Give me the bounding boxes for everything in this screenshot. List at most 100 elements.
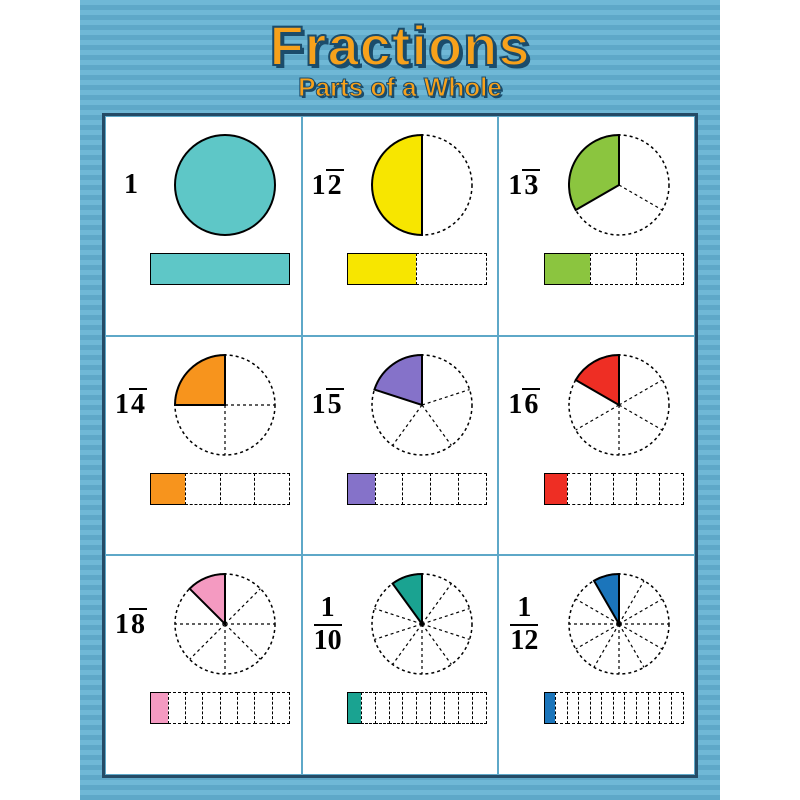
fraction-bar — [544, 253, 684, 285]
cell-top-row: 12 — [311, 125, 490, 245]
bar-segment — [254, 692, 273, 724]
bar-segment — [659, 473, 684, 505]
bar-segment — [402, 473, 431, 505]
bar-segment — [237, 692, 256, 724]
bar-segment — [567, 473, 592, 505]
fraction-denominator: 8 — [129, 608, 147, 641]
bar-wrap — [507, 471, 686, 507]
bar-segment — [636, 253, 684, 285]
bar-wrap — [114, 471, 293, 507]
fraction-bar — [544, 692, 684, 724]
pie-chart — [564, 350, 674, 460]
bar-segment — [416, 253, 487, 285]
cell-top-row: 16 — [507, 345, 686, 465]
bar-segment — [272, 692, 291, 724]
bar-wrap — [311, 251, 490, 287]
fraction-cell: 15 — [302, 336, 499, 556]
bar-segment — [590, 473, 615, 505]
fraction-numerator: 1 — [312, 171, 326, 202]
bar-wrap — [311, 471, 490, 507]
pie-chart — [564, 569, 674, 679]
fraction-bar — [150, 473, 290, 505]
pie-chart — [170, 350, 280, 460]
fraction-cell: 112 — [498, 555, 695, 775]
bar-wrap — [507, 690, 686, 726]
bar-segment — [185, 692, 204, 724]
bar-segment — [202, 692, 221, 724]
fraction-label: 14 — [114, 388, 148, 421]
bar-wrap — [507, 251, 686, 287]
fraction-numerator: 1 — [517, 593, 531, 624]
bar-segment — [613, 473, 638, 505]
cell-top-row: 14 — [114, 345, 293, 465]
cell-top-row: 112 — [507, 564, 686, 684]
pie-chart — [170, 569, 280, 679]
pie-wrap — [158, 569, 293, 679]
title-block: Fractions Parts of a Whole — [102, 18, 698, 103]
pie-chart — [564, 130, 674, 240]
bar-segment — [185, 473, 221, 505]
fraction-numerator: 1 — [115, 610, 129, 641]
pie-chart — [367, 130, 477, 240]
fraction-label: 15 — [311, 388, 345, 421]
fractions-poster: Fractions Parts of a Whole 1121314151618… — [80, 0, 720, 800]
fraction-bar — [347, 253, 487, 285]
fraction-cell: 13 — [498, 116, 695, 336]
fraction-label: 112 — [507, 592, 541, 657]
bar-segment — [220, 692, 239, 724]
fraction-denominator: 4 — [129, 388, 147, 421]
bar-segment — [472, 692, 487, 724]
fraction-label: 13 — [507, 169, 541, 202]
fraction-denominator: 6 — [522, 388, 540, 421]
bar-segment-filled — [150, 473, 186, 505]
cell-top-row: 1 — [114, 125, 293, 245]
fraction-cell: 18 — [105, 555, 302, 775]
pie-wrap — [355, 350, 490, 460]
fraction-cell: 1 — [105, 116, 302, 336]
fraction-label: 16 — [507, 388, 541, 421]
fraction-label: 1 — [114, 169, 148, 201]
fraction-cell: 110 — [302, 555, 499, 775]
bar-segment — [671, 692, 684, 724]
bar-segment — [168, 692, 187, 724]
fraction-label: 12 — [311, 169, 345, 202]
fraction-bar — [150, 692, 290, 724]
pie-wrap — [158, 130, 293, 240]
bar-segment-filled — [347, 473, 376, 505]
cell-top-row: 15 — [311, 345, 490, 465]
pie-wrap — [551, 569, 686, 679]
fraction-denominator: 3 — [522, 169, 540, 202]
fraction-denominator: 12 — [510, 624, 538, 657]
fraction-label: 18 — [114, 608, 148, 641]
fraction-label: 110 — [311, 592, 345, 657]
fraction-bar — [544, 473, 684, 505]
bar-wrap — [114, 251, 293, 287]
fraction-numerator: 1 — [321, 593, 335, 624]
fraction-cell: 14 — [105, 336, 302, 556]
fraction-cell: 16 — [498, 336, 695, 556]
main-title: Fractions — [102, 18, 698, 74]
pie-chart — [367, 569, 477, 679]
pie-chart — [170, 130, 280, 240]
cell-top-row: 110 — [311, 564, 490, 684]
fraction-denominator: 5 — [326, 388, 344, 421]
bar-segment — [254, 473, 290, 505]
fraction-bar — [347, 692, 487, 724]
pie-wrap — [551, 130, 686, 240]
bar-segment — [375, 473, 404, 505]
fraction-bar — [150, 253, 290, 285]
bar-segment — [430, 473, 459, 505]
pie-chart — [367, 350, 477, 460]
fraction-numerator: 1 — [312, 390, 326, 421]
pie-wrap — [158, 350, 293, 460]
bar-wrap — [311, 690, 490, 726]
fraction-denominator: 10 — [314, 624, 342, 657]
pie-wrap — [551, 350, 686, 460]
fraction-denominator: 2 — [326, 169, 344, 202]
bar-segment-filled — [544, 473, 569, 505]
bar-segment-filled — [544, 253, 592, 285]
subtitle: Parts of a Whole — [102, 72, 698, 103]
cell-top-row: 13 — [507, 125, 686, 245]
bar-segment — [458, 473, 487, 505]
fraction-grid: 1121314151618110112 — [102, 113, 698, 778]
